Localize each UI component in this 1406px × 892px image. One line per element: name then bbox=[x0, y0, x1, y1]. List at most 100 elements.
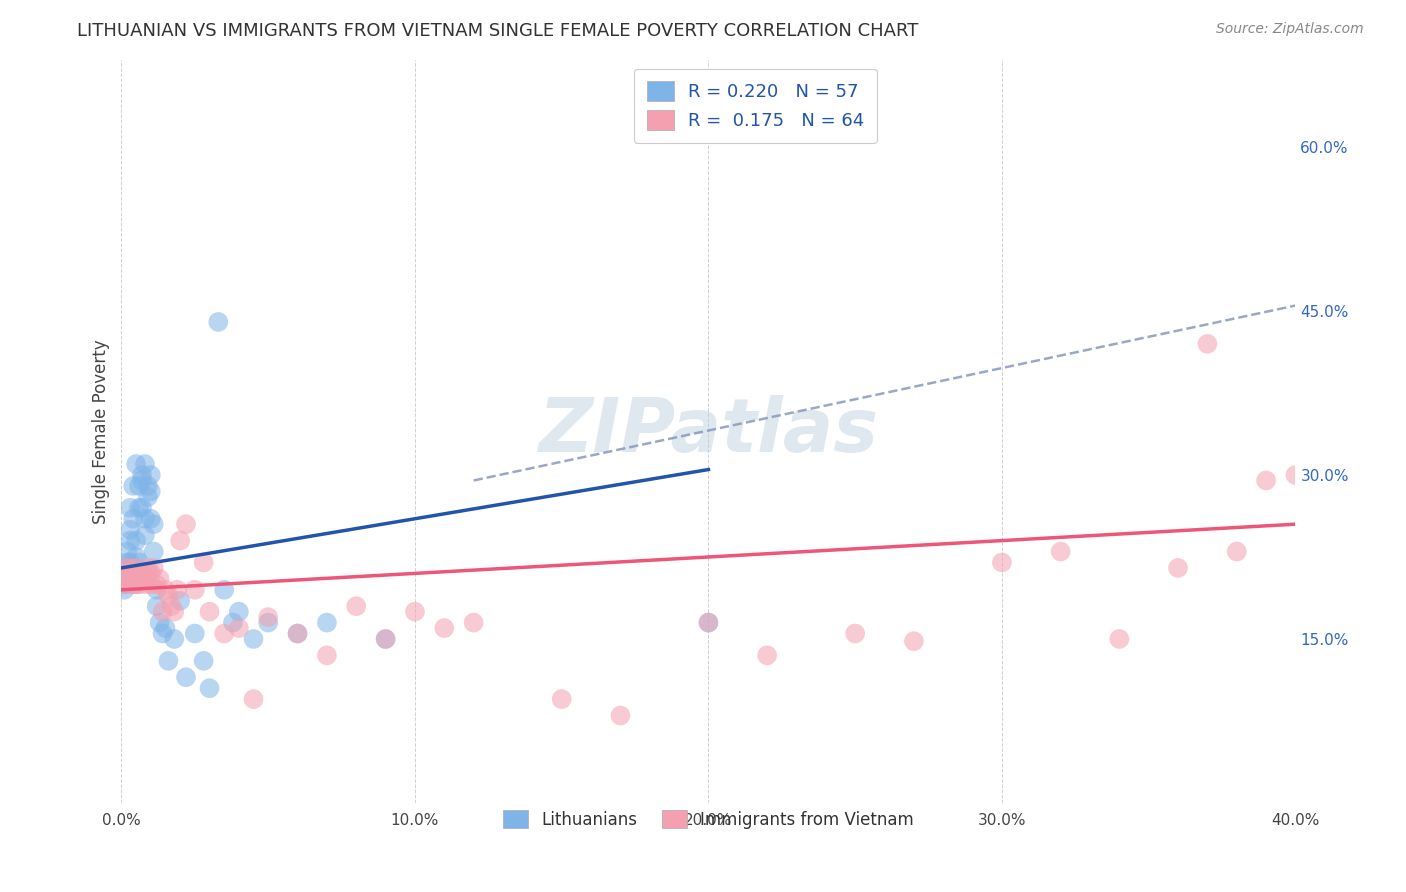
Point bbox=[112, 577, 135, 591]
Text: ZIPatlas: ZIPatlas bbox=[538, 395, 879, 467]
Point bbox=[112, 566, 135, 581]
Point bbox=[136, 479, 159, 493]
Point bbox=[287, 626, 309, 640]
Point bbox=[131, 468, 153, 483]
Point bbox=[122, 512, 145, 526]
Point bbox=[122, 561, 145, 575]
Point bbox=[155, 582, 177, 597]
Point bbox=[174, 517, 197, 532]
Point bbox=[315, 615, 337, 630]
Point bbox=[257, 610, 280, 624]
Point bbox=[198, 681, 221, 695]
Point bbox=[134, 572, 156, 586]
Point bbox=[166, 582, 188, 597]
Point bbox=[110, 577, 132, 591]
Point bbox=[344, 599, 367, 614]
Point bbox=[207, 315, 229, 329]
Point bbox=[122, 577, 145, 591]
Point bbox=[128, 479, 150, 493]
Point bbox=[125, 572, 148, 586]
Point bbox=[120, 556, 142, 570]
Point bbox=[125, 533, 148, 548]
Point bbox=[120, 500, 142, 515]
Point bbox=[433, 621, 456, 635]
Point bbox=[374, 632, 396, 646]
Point bbox=[112, 566, 135, 581]
Point bbox=[193, 556, 215, 570]
Point bbox=[122, 572, 145, 586]
Point bbox=[163, 632, 186, 646]
Point bbox=[184, 582, 207, 597]
Point bbox=[463, 615, 485, 630]
Point bbox=[120, 577, 142, 591]
Point bbox=[128, 500, 150, 515]
Point bbox=[193, 654, 215, 668]
Point bbox=[169, 593, 191, 607]
Point bbox=[120, 533, 142, 548]
Point bbox=[117, 544, 139, 558]
Point bbox=[131, 566, 153, 581]
Point bbox=[134, 457, 156, 471]
Point bbox=[157, 588, 180, 602]
Point bbox=[125, 549, 148, 564]
Point bbox=[112, 561, 135, 575]
Point bbox=[212, 626, 235, 640]
Point bbox=[315, 648, 337, 663]
Point bbox=[697, 615, 720, 630]
Point bbox=[120, 561, 142, 575]
Point bbox=[697, 615, 720, 630]
Point bbox=[152, 605, 174, 619]
Point bbox=[374, 632, 396, 646]
Point bbox=[117, 561, 139, 575]
Point bbox=[139, 468, 162, 483]
Point bbox=[163, 605, 186, 619]
Point bbox=[139, 484, 162, 499]
Point bbox=[257, 615, 280, 630]
Point bbox=[1049, 544, 1071, 558]
Point bbox=[160, 599, 183, 614]
Point bbox=[120, 572, 142, 586]
Point bbox=[139, 566, 162, 581]
Point bbox=[903, 634, 925, 648]
Point bbox=[169, 533, 191, 548]
Point bbox=[117, 556, 139, 570]
Point bbox=[198, 605, 221, 619]
Point bbox=[152, 626, 174, 640]
Point bbox=[155, 621, 177, 635]
Point bbox=[287, 626, 309, 640]
Point bbox=[128, 577, 150, 591]
Point bbox=[174, 670, 197, 684]
Point bbox=[139, 512, 162, 526]
Point bbox=[142, 544, 165, 558]
Point bbox=[112, 572, 135, 586]
Point bbox=[222, 615, 245, 630]
Point bbox=[145, 582, 167, 597]
Point bbox=[142, 561, 165, 575]
Point bbox=[136, 561, 159, 575]
Point bbox=[134, 577, 156, 591]
Point bbox=[131, 572, 153, 586]
Point bbox=[120, 523, 142, 537]
Point bbox=[157, 654, 180, 668]
Point bbox=[122, 566, 145, 581]
Point bbox=[149, 615, 172, 630]
Y-axis label: Single Female Poverty: Single Female Poverty bbox=[93, 339, 110, 524]
Point bbox=[136, 490, 159, 504]
Point bbox=[134, 528, 156, 542]
Point bbox=[212, 582, 235, 597]
Point bbox=[145, 577, 167, 591]
Text: Source: ZipAtlas.com: Source: ZipAtlas.com bbox=[1216, 22, 1364, 37]
Point bbox=[242, 692, 264, 706]
Legend: Lithuanians, Immigrants from Vietnam: Lithuanians, Immigrants from Vietnam bbox=[496, 804, 921, 836]
Point bbox=[1226, 544, 1249, 558]
Point bbox=[142, 517, 165, 532]
Point bbox=[756, 648, 779, 663]
Point bbox=[134, 512, 156, 526]
Point bbox=[551, 692, 574, 706]
Point bbox=[117, 572, 139, 586]
Point bbox=[112, 582, 135, 597]
Point bbox=[991, 556, 1014, 570]
Text: LITHUANIAN VS IMMIGRANTS FROM VIETNAM SINGLE FEMALE POVERTY CORRELATION CHART: LITHUANIAN VS IMMIGRANTS FROM VIETNAM SI… bbox=[77, 22, 918, 40]
Point bbox=[125, 566, 148, 581]
Point bbox=[404, 605, 426, 619]
